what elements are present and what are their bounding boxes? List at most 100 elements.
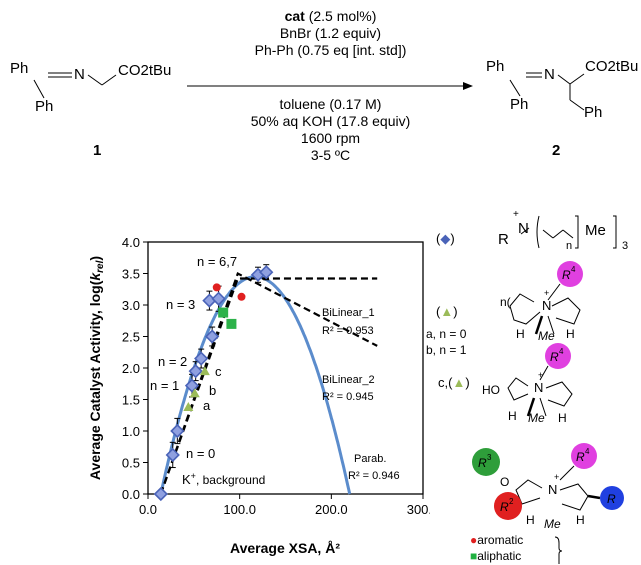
y-tick-label: 3.0 (122, 298, 140, 313)
svg-text:N: N (542, 298, 551, 313)
bilinear1-fit-line (159, 277, 378, 495)
diamond-point (170, 423, 185, 439)
svg-text:4: 4 (571, 265, 576, 274)
svg-text:R: R (500, 500, 509, 514)
diamond-point (188, 364, 203, 379)
annotation-n1: n = 1 (150, 378, 179, 393)
legend-c-triangle: c,(▲) (438, 375, 470, 390)
legend-aliphatic: ■aliphatic (470, 549, 522, 563)
aromatic-point (212, 283, 221, 292)
product-ph2: Ph (510, 96, 529, 113)
rpm-line: 1600 rpm (300, 130, 361, 146)
product-ph1: Ph (486, 58, 505, 75)
x-tick-label: 200.0 (315, 502, 348, 517)
annotation-n0: n = 0 (186, 446, 215, 461)
svg-text:H: H (516, 327, 525, 341)
x-tick-label: 100.0 (223, 502, 256, 517)
y-tick-label: 4.0 (122, 235, 140, 250)
legend-diamond-paren: (◆) (436, 231, 455, 246)
aromatic-point (237, 292, 246, 301)
bilinear2-r2: R² = 0.945 (322, 391, 374, 403)
annotation-background: K+, background (182, 471, 265, 487)
above-arrow-conditions: cat (2.5 mol%) BnBr (1.2 equiv) Ph-Ph (0… (213, 8, 448, 59)
product-label: 2 (552, 142, 561, 159)
legend1-n-sub: n (566, 240, 573, 252)
svg-text:R: R (607, 492, 616, 506)
diamond-point (153, 486, 168, 502)
legend1-plus: + (513, 209, 519, 220)
below-arrow-conditions: toluene (0.17 M) 50% aq KOH (17.8 equiv)… (213, 96, 448, 164)
svg-text:R: R (550, 350, 559, 364)
legend-brace (554, 536, 563, 564)
base-line: 50% aq KOH (17.8 equiv) (250, 113, 411, 129)
svg-text:H: H (526, 513, 535, 527)
svg-text:H: H (508, 409, 517, 423)
svg-text:+: + (554, 472, 559, 482)
reactant-ph2: Ph (35, 98, 54, 115)
x-tick-label: 300.0 (407, 502, 430, 517)
svg-text:H: H (576, 513, 585, 527)
temp-line: 3-5 ºC (310, 147, 351, 163)
annotation-n67: n = 6,7 (197, 254, 237, 269)
bilinear1-label: BiLinear_1 (322, 307, 375, 319)
diamond-point (184, 378, 200, 393)
legend2-a: a, n = 0 (426, 327, 467, 341)
legend1-n: N (518, 220, 529, 237)
x-axis-label: Average XSA, Å² (230, 540, 340, 556)
triangle-point (199, 366, 210, 376)
triangle-point (189, 388, 200, 398)
legend-triangle-paren: (▲) (436, 304, 458, 319)
legend1-me: Me (585, 222, 606, 239)
parab-r2: R² = 0.946 (348, 470, 400, 482)
aliphatic-point (226, 318, 237, 329)
product-n: N (544, 66, 555, 83)
svg-text:+: + (538, 370, 543, 380)
activity-xsa-chart: 0.0 0.5 1.0 1.5 2.0 2.5 3.0 3.5 4.0 0.0 100.0 200.0… (87, 235, 430, 556)
reactant-structure (33, 72, 117, 99)
product-structure (509, 72, 585, 111)
svg-text:4: 4 (585, 447, 590, 456)
annotation-n3: n = 3 (166, 297, 195, 312)
svg-text:HO: HO (482, 383, 500, 397)
catalyst-label: cat (284, 8, 305, 24)
phph-line: Ph-Ph (0.75 eq [int. std]) (254, 42, 407, 58)
diamond-point (205, 329, 220, 344)
annotation-b: b (209, 383, 216, 398)
y-tick-label: 2.5 (122, 330, 140, 345)
y-tick-label: 1.0 (122, 424, 140, 439)
annotation-c: c (215, 364, 222, 379)
aliphatic-point (218, 307, 229, 318)
x-tick-label: 0.0 (139, 502, 157, 517)
axis-ticks: 0.0 0.5 1.0 1.5 2.0 2.5 3.0 3.5 4.0 0.0 100.0 200.0… (122, 235, 430, 517)
legend1-chain (520, 215, 617, 249)
svg-text:N: N (534, 380, 543, 395)
svg-text:R: R (562, 268, 571, 282)
svg-text:2: 2 (509, 497, 514, 506)
reactant-ester: CO2tBu (118, 62, 172, 79)
product-ph3: Ph (584, 104, 603, 121)
svg-text:3: 3 (487, 453, 492, 462)
legend2-b: b, n = 1 (426, 343, 467, 357)
bilinear2-label: BiLinear_2 (322, 374, 375, 386)
legend1-3-sub: 3 (622, 240, 629, 252)
y-tick-label: 1.5 (122, 393, 140, 408)
svg-text:H: H (558, 411, 567, 425)
diamond-point (165, 447, 180, 463)
y-axis-label: Average Catalyst Activity, log(krel) (87, 256, 106, 480)
legend-aromatic: ●aromatic (470, 533, 524, 547)
triangle-point (183, 402, 194, 412)
reactant-ph1: Ph (10, 60, 29, 77)
parab-label: Parab. (354, 453, 386, 465)
svg-text:Me: Me (538, 329, 555, 343)
reaction-arrow (187, 82, 473, 90)
svg-text:Me: Me (528, 411, 545, 425)
svg-text:H: H (566, 327, 575, 341)
y-tick-label: 3.5 (122, 267, 140, 282)
reactant-n: N (74, 66, 85, 83)
reactant-label: 1 (93, 142, 102, 159)
product-ester: CO2tBu (585, 58, 639, 75)
diamond-point (194, 351, 209, 366)
diamond-point (259, 265, 274, 280)
